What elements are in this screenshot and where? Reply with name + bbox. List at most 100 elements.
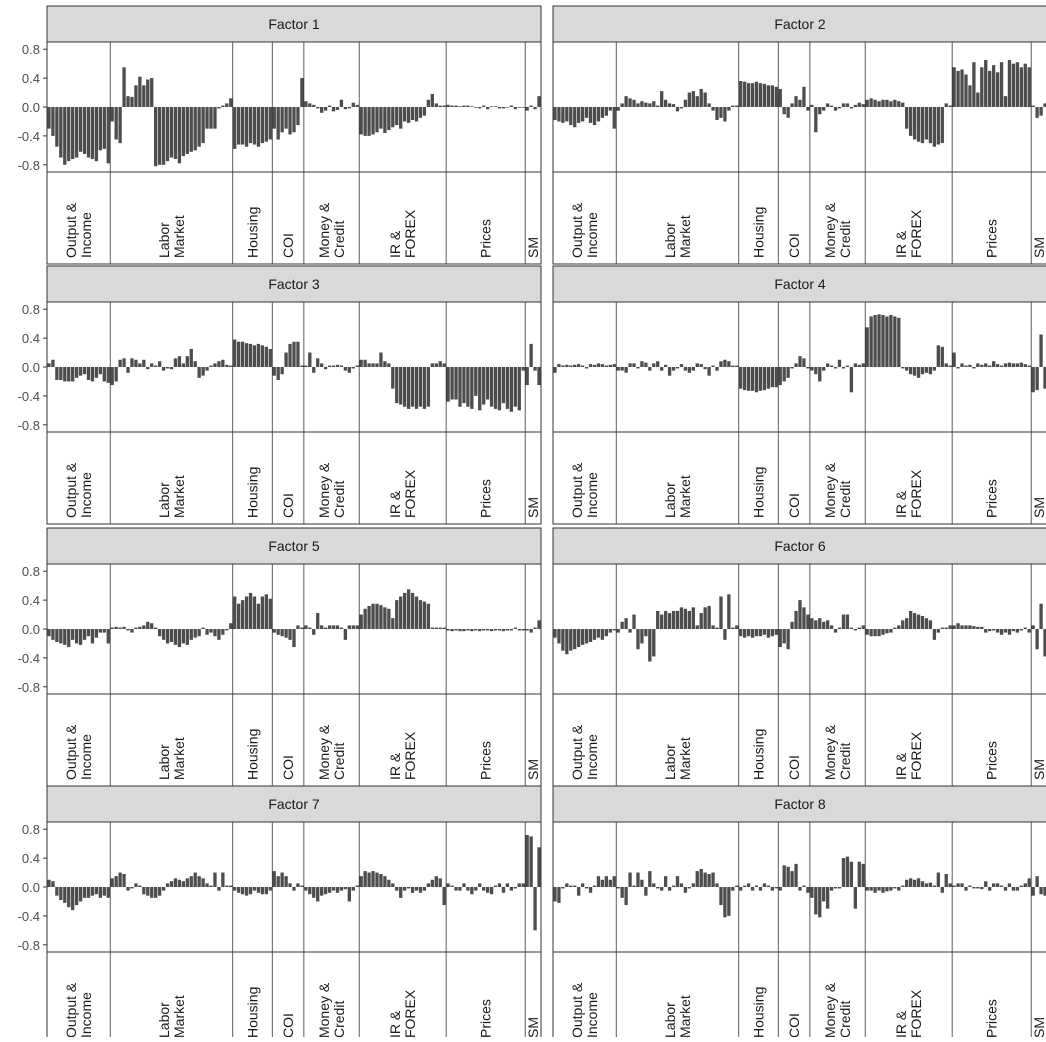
- loading-bar: [280, 367, 284, 375]
- loading-bar: [197, 629, 201, 637]
- group-label: FOREX: [908, 989, 924, 1037]
- loading-bar: [304, 101, 308, 107]
- loading-bar: [537, 96, 541, 107]
- loading-bar: [248, 107, 253, 144]
- loading-bar: [893, 887, 897, 889]
- loading-bar: [1031, 887, 1035, 896]
- loading-bar: [86, 887, 91, 898]
- loading-bar: [134, 359, 138, 367]
- loading-bar: [343, 367, 348, 371]
- loading-bar: [489, 367, 494, 407]
- loading-bar: [142, 359, 146, 367]
- facet-strip: [552, 527, 1046, 565]
- loading-bar: [553, 367, 557, 373]
- loading-bar: [1023, 627, 1027, 629]
- loading-bar: [150, 623, 154, 629]
- loading-bar: [786, 629, 790, 650]
- loading-bar: [877, 629, 881, 637]
- loading-bar: [118, 359, 122, 367]
- facet-title: Factor 6: [774, 538, 826, 554]
- loading-bar: [944, 627, 948, 629]
- loading-bar: [94, 367, 99, 378]
- loading-bar: [284, 876, 288, 887]
- loading-bar: [561, 629, 565, 651]
- loading-bar: [628, 98, 632, 107]
- loading-bar: [616, 629, 620, 633]
- loading-bar: [786, 107, 790, 118]
- loading-bar: [806, 887, 810, 893]
- loading-bar: [877, 887, 881, 891]
- group-label: SM: [1031, 237, 1046, 258]
- loading-bar: [446, 367, 450, 402]
- loading-bar: [782, 629, 786, 644]
- loading-bar: [869, 98, 873, 107]
- loading-bar: [956, 367, 960, 369]
- loading-bar: [272, 107, 276, 129]
- loading-bar: [221, 105, 225, 107]
- loading-bar: [691, 367, 695, 371]
- y-tick-label: -0.4: [18, 909, 40, 924]
- loading-bar: [509, 367, 514, 412]
- loading-bar: [754, 885, 759, 887]
- loading-bar: [968, 885, 972, 887]
- loading-bar: [94, 629, 99, 638]
- group-label: SM: [1031, 1017, 1046, 1037]
- loading-bar: [462, 629, 466, 632]
- loading-bar: [268, 887, 272, 891]
- loading-bar: [604, 629, 609, 637]
- loading-bar: [517, 629, 521, 631]
- loading-bar: [853, 629, 857, 631]
- loading-bar: [134, 85, 138, 107]
- loading-bar: [525, 835, 529, 887]
- loading-bar: [885, 316, 889, 367]
- y-tick-label: 0.8: [22, 822, 40, 837]
- loading-bar: [683, 99, 688, 107]
- loading-bar: [932, 885, 937, 887]
- group-label: Prices: [478, 219, 494, 258]
- loading-bar: [248, 592, 253, 629]
- loading-bar: [331, 107, 336, 112]
- loading-bar: [205, 107, 209, 129]
- loading-bar: [632, 363, 636, 367]
- loading-bar: [74, 107, 79, 158]
- loading-bar: [1043, 367, 1046, 389]
- loading-bar: [185, 629, 189, 645]
- loading-bar: [636, 367, 640, 369]
- loading-bar: [90, 887, 95, 896]
- group-label: Prices: [984, 219, 1000, 258]
- facet-panel: Factor 6 Output & Income Labor Market Housing…: [552, 527, 1046, 787]
- loading-bar: [1043, 629, 1046, 657]
- loading-bar: [735, 365, 739, 367]
- loading-bar: [1019, 67, 1023, 107]
- loading-bar: [414, 887, 419, 891]
- loading-bar: [106, 107, 110, 164]
- group-label: Prices: [478, 999, 494, 1037]
- loading-bar: [608, 629, 612, 633]
- facet-strip: [46, 265, 542, 303]
- loading-bar: [616, 367, 620, 371]
- loading-bar: [604, 365, 609, 367]
- loading-bar: [802, 607, 806, 629]
- loading-bar: [881, 887, 885, 893]
- loading-bar: [146, 887, 150, 896]
- loading-bar: [988, 70, 992, 107]
- loading-bar: [774, 887, 778, 889]
- loading-bar: [450, 885, 454, 887]
- group-label: Prices: [984, 999, 1000, 1037]
- loading-bar: [944, 103, 948, 107]
- loading-bar: [628, 872, 632, 887]
- loading-bar: [1031, 105, 1035, 107]
- loading-bar: [739, 367, 743, 389]
- loading-bar: [699, 613, 703, 629]
- loading-bar: [901, 885, 905, 887]
- loading-bar: [430, 363, 434, 367]
- loading-bar: [509, 887, 514, 891]
- loading-bar: [810, 887, 814, 898]
- loading-bar: [272, 367, 276, 376]
- loading-bar: [438, 105, 442, 107]
- loading-bar: [1003, 629, 1008, 633]
- loading-bar: [991, 883, 996, 887]
- loading-bar: [63, 107, 67, 165]
- loading-bar: [814, 620, 818, 629]
- loading-bar: [660, 91, 664, 107]
